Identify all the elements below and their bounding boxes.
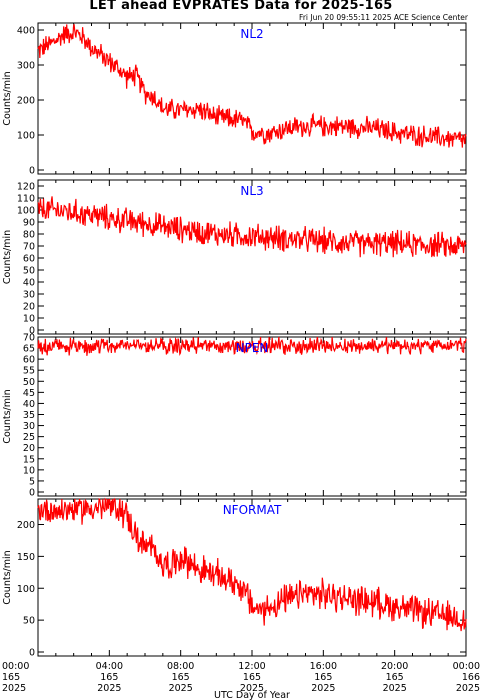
panel-npen-ytick-label: 30 xyxy=(23,421,35,432)
panel-nformat-ylabel: Counts/min xyxy=(2,550,13,604)
panel-npen-ytick-label: 50 xyxy=(23,377,35,388)
panel-npen-ytick-label: 60 xyxy=(23,355,35,366)
panel-nl3-ytick-label: 40 xyxy=(23,278,35,289)
panel-npen-ytick-label: 55 xyxy=(23,366,35,377)
panel-npen-frame xyxy=(37,336,467,497)
x-tick-year-label: 2025 xyxy=(2,683,26,694)
x-tick-doy-label: 165 xyxy=(314,672,332,683)
panel-nl2-frame xyxy=(37,22,467,175)
panel-npen-ytick-label: 35 xyxy=(23,410,35,421)
panel-nl3-ytick-label: 110 xyxy=(17,194,35,205)
panel-nformat-ytick-label: 0 xyxy=(29,648,35,659)
panel-npen-ytick-label: 40 xyxy=(23,399,35,410)
panel-nl3-ytick-label: 100 xyxy=(17,206,35,217)
x-tick-doy-label: 165 xyxy=(100,672,118,683)
panel-nformat-ytick-label: 100 xyxy=(17,584,35,595)
x-tick-time-label: 04:00 xyxy=(96,661,123,672)
panel-nl2-series-label: NL2 xyxy=(240,27,263,41)
panel-nl3-frame xyxy=(37,179,467,335)
panel-npen-ytick-label: 0 xyxy=(29,488,35,499)
panel-nl3-ytick-label: 0 xyxy=(29,326,35,337)
x-tick-time-label: 00:00 xyxy=(453,661,480,672)
panel-nformat-ytick-label: 200 xyxy=(17,520,35,531)
panel-nl2-series-line xyxy=(37,24,467,148)
x-tick-doy-label: 166 xyxy=(462,672,480,683)
panel-nl2-ytick-label: 300 xyxy=(17,61,35,72)
panel-nl3-series-line xyxy=(37,196,467,258)
panel-nl3-ytick-label: 60 xyxy=(23,254,35,265)
panel-nl3-ytick-label: 70 xyxy=(23,242,35,253)
panel-npen-ytick-label: 45 xyxy=(23,388,35,399)
page-title: LET ahead EVPRATES Data for 2025-165 xyxy=(89,0,393,13)
x-tick-doy-label: 165 xyxy=(172,672,190,683)
x-tick-year-label: 2025 xyxy=(97,683,121,694)
x-axis-label: UTC Day of Year xyxy=(214,690,290,700)
panel-nformat-series-line xyxy=(37,497,467,632)
panel-npen-ylabel: Counts/min xyxy=(2,389,13,443)
panel-nformat-frame xyxy=(37,498,467,657)
x-tick-year-label: 2025 xyxy=(169,683,193,694)
panel-npen-ytick-label: 65 xyxy=(23,344,35,355)
panel-npen-ytick-label: 5 xyxy=(29,476,35,487)
panel-nformat-series-label: NFORMAT xyxy=(223,503,282,517)
panel-nl2-ylabel: Counts/min xyxy=(2,71,13,125)
panel-nl3-ytick-label: 20 xyxy=(23,302,35,313)
timestamp-stamp: Fri Jun 20 09:55:11 2025 ACE Science Cen… xyxy=(299,13,468,22)
x-tick-time-label: 16:00 xyxy=(310,661,337,672)
panel-npen-series-line xyxy=(37,336,467,357)
x-tick-time-label: 20:00 xyxy=(381,661,408,672)
panel-nl2-ytick-label: 200 xyxy=(17,96,35,107)
x-tick-doy-label: 165 xyxy=(243,672,261,683)
x-tick-year-label: 2025 xyxy=(240,683,264,694)
panel-nl3-ytick-label: 30 xyxy=(23,290,35,301)
panel-nl2-ytick-label: 100 xyxy=(17,131,35,142)
x-tick-time-label: 08:00 xyxy=(167,661,194,672)
panel-nl3-ytick-label: 50 xyxy=(23,266,35,277)
panel-nl2-ytick-label: 0 xyxy=(29,166,35,177)
x-tick-doy-label: 165 xyxy=(2,672,20,683)
x-tick-year-label: 2025 xyxy=(383,683,407,694)
panel-npen-ytick-label: 10 xyxy=(23,465,35,476)
x-tick-time-label: 12:00 xyxy=(238,661,265,672)
panel-nl2-ytick-label: 400 xyxy=(17,26,35,37)
panel-npen-ytick-label: 25 xyxy=(23,432,35,443)
x-tick-time-label: 00:00 xyxy=(2,661,29,672)
panel-nl3-ytick-label: 80 xyxy=(23,230,35,241)
x-tick-year-label: 2025 xyxy=(456,683,480,694)
panel-npen-ytick-label: 20 xyxy=(23,443,35,454)
panel-nl3-ytick-label: 10 xyxy=(23,314,35,325)
panel-nl3-ytick-label: 120 xyxy=(17,182,35,193)
panel-nformat-ytick-label: 150 xyxy=(17,552,35,563)
x-tick-year-label: 2025 xyxy=(311,683,335,694)
panel-npen-ytick-label: 15 xyxy=(23,454,35,465)
panel-nformat-ytick-label: 50 xyxy=(23,616,35,627)
panel-npen-series-label: NPEN xyxy=(236,341,269,355)
panel-nl3-ylabel: Counts/min xyxy=(2,230,13,284)
panel-npen-ytick-label: 70 xyxy=(23,333,35,344)
panel-nl3-series-label: NL3 xyxy=(240,184,263,198)
panel-nl3-ytick-label: 90 xyxy=(23,218,35,229)
x-tick-doy-label: 165 xyxy=(386,672,404,683)
